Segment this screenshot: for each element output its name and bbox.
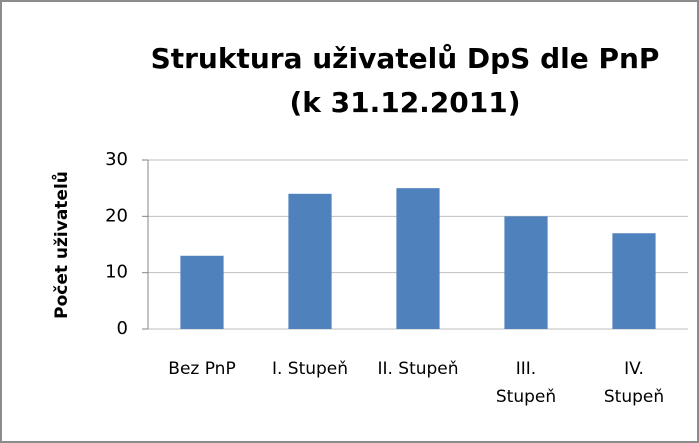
y-tick-label: 20 [105, 205, 128, 226]
chart-title: Struktura uživatelů DpS dle PnP [151, 42, 660, 75]
bar [612, 233, 656, 329]
bar [288, 193, 332, 329]
x-tick-label: III. Stupeň [495, 359, 557, 407]
y-tick-label: 10 [105, 262, 128, 283]
x-tick-label: II. Stupeň [377, 359, 459, 379]
x-tick-label: I. Stupeň [271, 359, 349, 379]
chart-title: (k 31.12.2011) [289, 86, 520, 119]
y-tick-label: 0 [117, 318, 128, 339]
bar [504, 216, 548, 329]
bar [396, 188, 440, 329]
y-tick-label: 30 [105, 149, 128, 170]
y-axis-label: Počet uživatelů [50, 171, 72, 319]
x-tick-label: IV. Stupeň [603, 359, 665, 407]
x-tick-label: Bez PnP [168, 359, 236, 379]
bar [180, 255, 224, 329]
